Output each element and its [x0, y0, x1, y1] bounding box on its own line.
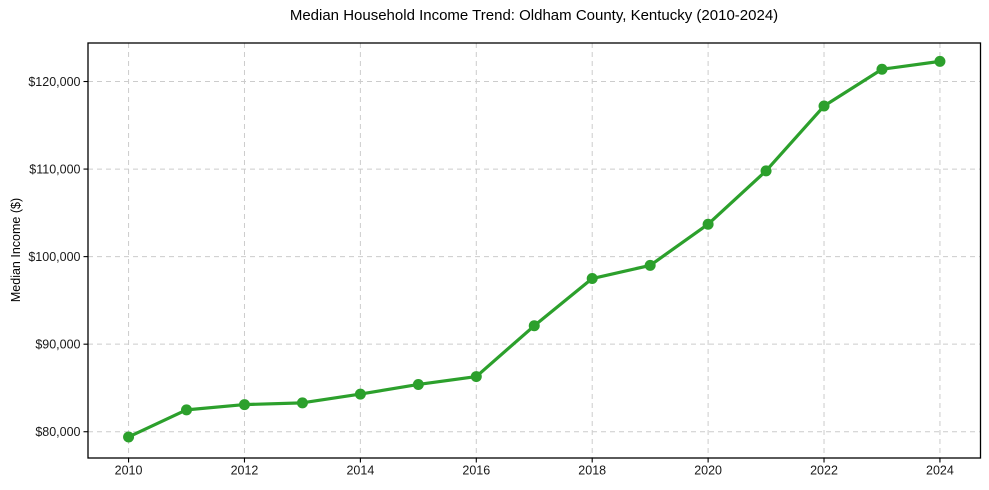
data-point	[586, 273, 598, 285]
x-tick-label: 2016	[462, 464, 490, 478]
x-tick-label: 2012	[231, 464, 259, 478]
y-tick-label: $80,000	[35, 425, 80, 439]
y-tick-label: $90,000	[35, 337, 80, 351]
data-point	[354, 388, 366, 400]
chart-title: Median Household Income Trend: Oldham Co…	[289, 7, 779, 24]
data-point	[528, 320, 540, 332]
x-tick-label: 2010	[115, 464, 143, 478]
x-tick-label: 2020	[694, 464, 722, 478]
y-tick-label: $120,000	[28, 75, 80, 89]
trend-line	[126, 59, 942, 439]
data-point	[702, 218, 714, 230]
data-point	[238, 399, 250, 411]
y-tick-label: $110,000	[29, 162, 80, 176]
data-point	[818, 100, 830, 112]
x-tick-label: 2024	[926, 464, 954, 478]
data-point	[123, 431, 135, 443]
data-point	[876, 63, 888, 75]
x-tick-label: 2022	[810, 464, 838, 478]
data-point	[644, 259, 656, 271]
axes-spines	[87, 42, 982, 459]
x-tick-label: 2014	[346, 464, 374, 478]
y-tick-label: $100,000	[28, 250, 80, 264]
data-point	[760, 165, 772, 177]
x-tick-label: 2018	[578, 464, 606, 478]
data-point	[412, 378, 424, 390]
data-point	[470, 371, 482, 383]
data-point	[934, 55, 946, 67]
data-point	[181, 404, 193, 416]
data-point	[296, 397, 308, 409]
